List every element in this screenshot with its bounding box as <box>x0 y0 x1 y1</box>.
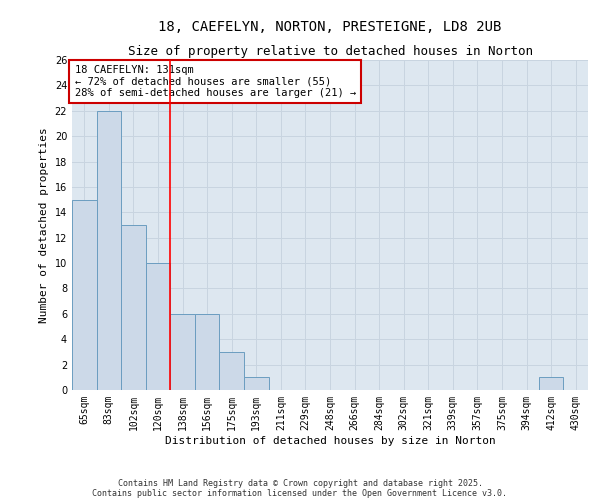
Y-axis label: Number of detached properties: Number of detached properties <box>39 127 49 323</box>
Bar <box>220 352 244 390</box>
Text: Size of property relative to detached houses in Norton: Size of property relative to detached ho… <box>128 45 533 58</box>
Bar <box>195 314 220 390</box>
Text: 18, CAEFELYN, NORTON, PRESTEIGNE, LD8 2UB: 18, CAEFELYN, NORTON, PRESTEIGNE, LD8 2U… <box>158 20 502 34</box>
Bar <box>121 225 146 390</box>
Bar <box>244 378 269 390</box>
X-axis label: Distribution of detached houses by size in Norton: Distribution of detached houses by size … <box>164 436 496 446</box>
Bar <box>146 263 170 390</box>
Text: Contains HM Land Registry data © Crown copyright and database right 2025.: Contains HM Land Registry data © Crown c… <box>118 478 482 488</box>
Bar <box>539 378 563 390</box>
Text: 18 CAEFELYN: 131sqm
← 72% of detached houses are smaller (55)
28% of semi-detach: 18 CAEFELYN: 131sqm ← 72% of detached ho… <box>74 65 356 98</box>
Text: Contains public sector information licensed under the Open Government Licence v3: Contains public sector information licen… <box>92 488 508 498</box>
Bar <box>97 111 121 390</box>
Bar <box>72 200 97 390</box>
Bar <box>170 314 195 390</box>
